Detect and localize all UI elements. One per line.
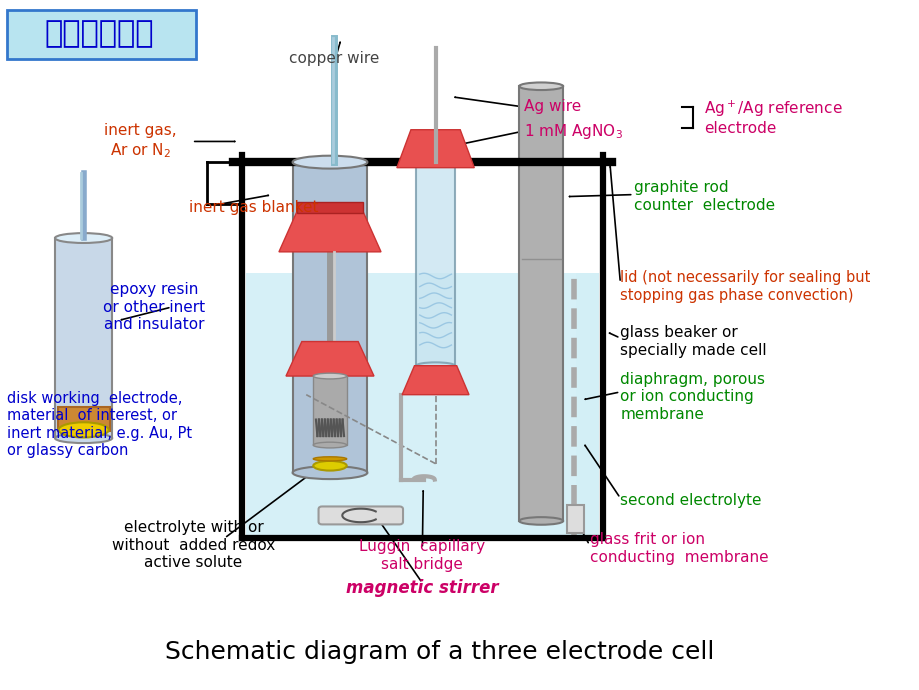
Text: copper wire: copper wire [289,51,380,66]
Ellipse shape [292,156,367,168]
Bar [575,273,598,535]
Ellipse shape [415,362,454,369]
Polygon shape [278,210,380,252]
Bar [415,162,454,366]
Ellipse shape [313,373,346,379]
Text: 电化学装置？: 电化学装置？ [45,19,154,48]
Text: lid (not necessarily for sealing but
stopping gas phase convection): lid (not necessarily for sealing but sto… [619,270,869,302]
Text: electrolyte with or
without  added redox
active solute: electrolyte with or without added redox … [112,520,275,570]
Text: glass beaker or
specially made cell: glass beaker or specially made cell [619,326,766,357]
Text: disk working  electrode,
material  of interest, or
inert material, e.g. Au, Pt
o: disk working electrode, material of inte… [7,391,192,458]
Ellipse shape [313,461,346,471]
Bar [245,273,598,535]
Ellipse shape [313,442,346,448]
Bar [313,376,346,445]
Text: second electrolyte: second electrolyte [619,493,761,508]
Text: Ag wire: Ag wire [523,99,580,115]
Text: inert gas,
Ar or N$_2$: inert gas, Ar or N$_2$ [105,124,177,159]
Bar [518,86,562,521]
Ellipse shape [55,233,112,243]
Ellipse shape [292,466,367,479]
Polygon shape [396,130,474,168]
Ellipse shape [518,83,562,90]
Text: diaphragm, porous
or ion conducting
membrane: diaphragm, porous or ion conducting memb… [619,372,765,422]
Text: epoxy resin
or other inert
and insulator: epoxy resin or other inert and insulator [103,282,205,332]
FancyBboxPatch shape [318,506,403,524]
Ellipse shape [55,433,112,443]
Text: Schematic diagram of a three electrode cell: Schematic diagram of a three electrode c… [165,640,714,664]
Ellipse shape [59,422,108,437]
Ellipse shape [518,518,562,524]
Polygon shape [286,342,374,376]
Ellipse shape [415,159,454,166]
FancyBboxPatch shape [7,10,196,59]
Text: Ag$^+$/Ag reference
electrode: Ag$^+$/Ag reference electrode [703,99,842,136]
Text: 1 mM AgNO$_3$: 1 mM AgNO$_3$ [523,121,622,141]
Text: graphite rod
counter  electrode: graphite rod counter electrode [633,181,774,213]
Polygon shape [402,366,469,395]
Bar [55,238,112,438]
Bar [297,202,362,213]
Text: Luggin  capillary
salt bridge: Luggin capillary salt bridge [359,540,485,571]
Ellipse shape [313,457,346,461]
Bar [292,162,367,473]
Text: inert gas blanket: inert gas blanket [189,199,318,215]
Text: magnetic stirrer: magnetic stirrer [346,579,498,597]
Text: glass frit or ion
conducting  membrane: glass frit or ion conducting membrane [589,533,767,564]
Bar [566,505,584,533]
Bar [58,407,109,431]
